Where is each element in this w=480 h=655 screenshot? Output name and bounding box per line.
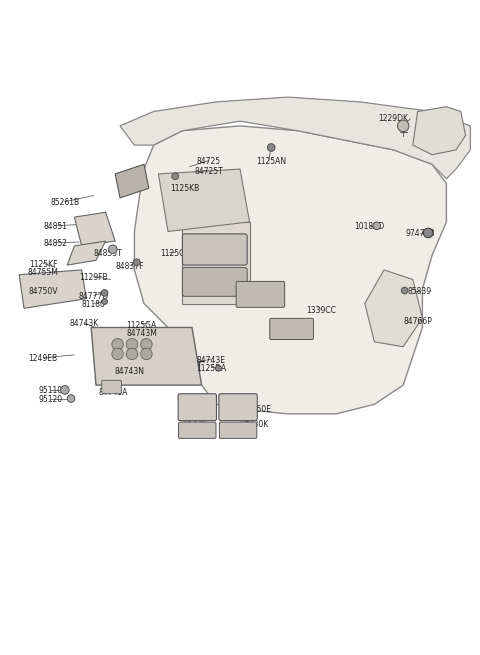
Polygon shape <box>67 241 106 265</box>
Text: 1125AN: 1125AN <box>256 157 286 166</box>
Polygon shape <box>365 270 422 346</box>
Circle shape <box>126 348 138 360</box>
Text: 84330: 84330 <box>182 420 206 429</box>
Polygon shape <box>120 97 470 179</box>
Text: 84750V: 84750V <box>28 287 58 296</box>
Text: 95120: 95120 <box>38 395 62 404</box>
Text: 84550: 84550 <box>185 405 209 413</box>
Polygon shape <box>413 107 466 155</box>
Text: 1125DA: 1125DA <box>196 364 226 373</box>
Circle shape <box>126 339 138 350</box>
Circle shape <box>401 287 408 294</box>
Polygon shape <box>115 164 149 198</box>
Circle shape <box>423 228 433 238</box>
Text: 84743M: 84743M <box>126 329 157 338</box>
Circle shape <box>112 339 123 350</box>
Text: 84725T: 84725T <box>194 167 223 176</box>
Polygon shape <box>158 169 250 231</box>
FancyBboxPatch shape <box>182 267 247 296</box>
Text: 95110: 95110 <box>38 386 62 396</box>
FancyBboxPatch shape <box>219 394 257 421</box>
Text: 84743E: 84743E <box>197 356 226 365</box>
Circle shape <box>133 259 140 265</box>
Text: 1018AD: 1018AD <box>354 222 385 231</box>
Text: 97403: 97403 <box>240 291 264 301</box>
Text: 81180: 81180 <box>82 300 106 309</box>
Circle shape <box>67 395 75 402</box>
Text: 84855T: 84855T <box>94 249 122 257</box>
Text: 1125KB: 1125KB <box>170 184 199 193</box>
Polygon shape <box>91 328 202 385</box>
FancyBboxPatch shape <box>182 234 247 265</box>
Circle shape <box>267 143 275 151</box>
Text: 84743K: 84743K <box>70 319 98 328</box>
Text: 84852: 84852 <box>43 239 67 248</box>
Circle shape <box>108 245 117 253</box>
Text: 1125GA: 1125GA <box>126 320 157 329</box>
Circle shape <box>112 348 123 360</box>
Circle shape <box>172 173 179 179</box>
Text: 1249EB: 1249EB <box>29 354 58 364</box>
Text: 1125GB: 1125GB <box>160 249 190 257</box>
FancyBboxPatch shape <box>102 381 121 394</box>
Text: 84777D: 84777D <box>79 291 108 301</box>
Circle shape <box>101 290 108 296</box>
Circle shape <box>60 386 69 394</box>
Text: 84330K: 84330K <box>240 420 269 429</box>
Text: 96126: 96126 <box>221 246 245 255</box>
Text: 84725: 84725 <box>197 157 221 166</box>
Polygon shape <box>74 212 115 246</box>
Text: 1129FB: 1129FB <box>79 273 108 282</box>
Polygon shape <box>182 222 250 303</box>
Polygon shape <box>19 270 86 309</box>
Text: 85261B: 85261B <box>50 198 79 207</box>
Text: 1125KF: 1125KF <box>29 259 58 269</box>
FancyBboxPatch shape <box>219 422 257 438</box>
Circle shape <box>102 299 108 305</box>
Circle shape <box>141 339 152 350</box>
Text: 84741A: 84741A <box>98 388 128 397</box>
Text: 84755M: 84755M <box>28 268 59 277</box>
FancyBboxPatch shape <box>270 318 313 339</box>
Text: 97476B: 97476B <box>405 229 435 238</box>
Text: 1229DK: 1229DK <box>379 114 408 123</box>
FancyBboxPatch shape <box>179 422 216 438</box>
FancyBboxPatch shape <box>178 394 216 421</box>
Text: 1339CC: 1339CC <box>307 306 336 315</box>
Circle shape <box>373 222 381 230</box>
Text: 85839: 85839 <box>408 287 432 296</box>
Text: 84550E: 84550E <box>242 405 271 413</box>
Text: 84743N: 84743N <box>115 367 144 376</box>
Text: 84837F: 84837F <box>115 262 144 271</box>
Text: 84766P: 84766P <box>403 317 432 326</box>
Circle shape <box>216 365 221 371</box>
Text: 84851: 84851 <box>43 222 67 231</box>
Circle shape <box>141 348 152 360</box>
Polygon shape <box>134 126 446 414</box>
Circle shape <box>397 120 409 132</box>
Text: 84765P: 84765P <box>115 174 144 183</box>
FancyBboxPatch shape <box>236 282 285 307</box>
Text: 94520: 94520 <box>288 326 312 335</box>
